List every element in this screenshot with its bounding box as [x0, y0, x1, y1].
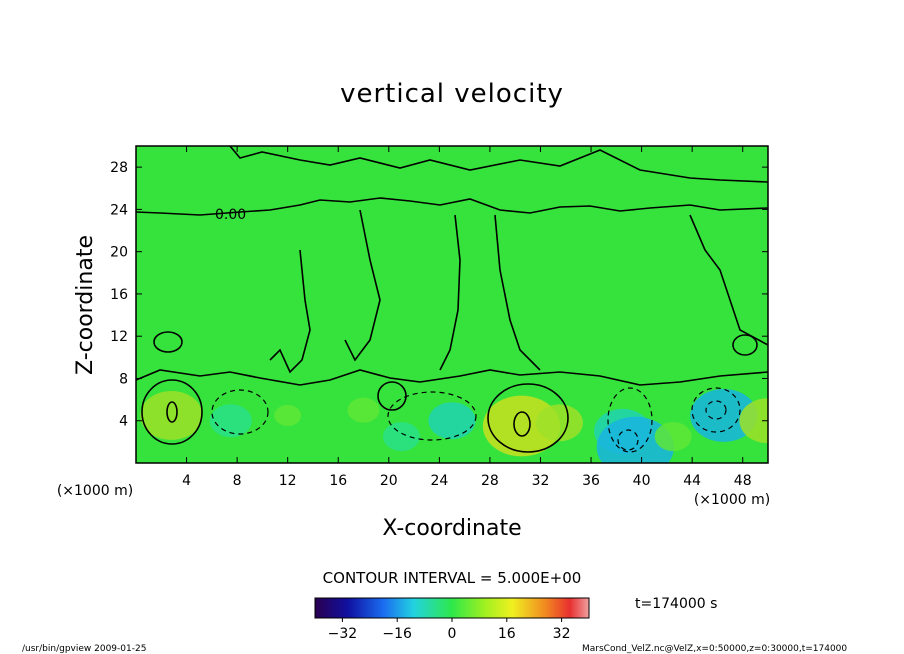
- footer-left: /usr/bin/gpview 2009-01-25: [22, 644, 146, 654]
- x-tick-label: 16: [329, 473, 347, 489]
- contour-zero-low: [136, 369, 768, 386]
- x-tick-label: 40: [633, 473, 651, 489]
- x-axis-label: X-coordinate: [382, 516, 521, 541]
- chart-title: vertical velocity: [340, 79, 564, 109]
- contour-zero-plume-a: [269, 249, 311, 374]
- contour-zero-plume-c: [439, 214, 461, 371]
- colorbar: [314, 597, 590, 619]
- field-feature-4: [382, 422, 420, 452]
- y-tick-label: 16: [110, 287, 128, 303]
- footer-right: MarsCond_VelZ.nc@VelZ,x=0:50000,z=0:3000…: [582, 644, 847, 654]
- x-axis: 4 8 12 16 20 24 28 32 36 40 44 48: [182, 146, 752, 489]
- x-tick-label: 20: [380, 473, 398, 489]
- contour-right-cell: [487, 383, 569, 453]
- x-tick-label: 12: [279, 473, 297, 489]
- colorbar-tick-label: −32: [328, 626, 358, 642]
- x-tick-label: 4: [182, 473, 191, 489]
- contour-neg-b: [387, 391, 477, 441]
- x-tick-label: 32: [532, 473, 550, 489]
- field-feature-2: [274, 404, 302, 427]
- x-tick-label: 8: [233, 473, 242, 489]
- contour-interval-label: CONTOUR INTERVAL = 5.000E+00: [323, 569, 582, 587]
- x-tick-label: 44: [683, 473, 701, 489]
- colorbar-tick-label: 32: [553, 626, 571, 642]
- contour-left-core: [166, 401, 178, 423]
- contour-label: 0.00: [215, 207, 246, 223]
- x-unit-label: (×1000 m): [694, 492, 770, 508]
- plot-field: 0.00: [136, 146, 768, 463]
- colorbar-tick-label: 0: [448, 626, 457, 642]
- field-feature-7: [535, 404, 583, 442]
- contour-far-right-cell: [732, 334, 758, 356]
- y-tick-label: 4: [119, 414, 128, 430]
- field-feature-9: [596, 416, 674, 463]
- contour-neg-f: [705, 400, 727, 420]
- y-tick-label: 20: [110, 245, 128, 261]
- contour-zero-plume-b: [344, 209, 381, 362]
- field-feature-3: [347, 397, 380, 423]
- contour-zero-plume-d: [494, 214, 541, 371]
- field-feature-1: [209, 404, 252, 438]
- y-tick-label: 24: [110, 202, 128, 218]
- x-tick-label: 36: [582, 473, 600, 489]
- field-feature-6: [482, 395, 561, 457]
- colorbar-ticks: −32 −16 0 16 32: [328, 618, 571, 642]
- colorbar-tick-label: 16: [498, 626, 516, 642]
- x-tick-label: 48: [734, 473, 752, 489]
- field-feature-11: [690, 389, 758, 442]
- field-feature-12: [739, 398, 768, 444]
- colorbar-tick-label: −16: [382, 626, 412, 642]
- field-feature-5: [428, 402, 476, 440]
- contour-zero-plume-e: [689, 214, 768, 346]
- contour-small-cell: [153, 331, 183, 353]
- y-unit-label: (×1000 m): [57, 483, 133, 499]
- x-tick-label: 24: [430, 473, 448, 489]
- contour-zero-upper: [136, 197, 768, 216]
- contour-zero-top: [229, 146, 768, 183]
- contour-neg-d: [617, 429, 639, 451]
- contour-neg-c: [607, 387, 653, 453]
- contour-right-core: [513, 411, 531, 437]
- y-axis: 4 8 12 16 20 24 28: [110, 160, 768, 430]
- y-tick-label: 12: [110, 329, 128, 345]
- y-axis-label: Z-coordinate: [73, 235, 98, 375]
- field-feature-10: [654, 422, 692, 452]
- plot-frame: [135, 145, 769, 464]
- y-tick-label: 28: [110, 160, 128, 176]
- x-tick-label: 28: [481, 473, 499, 489]
- contour-left-cell: [141, 379, 203, 445]
- time-label: t=174000 s: [635, 596, 717, 612]
- contour-neg-e: [691, 387, 741, 433]
- y-tick-label: 8: [119, 371, 128, 387]
- field-feature-0: [140, 391, 203, 440]
- contour-neg-a: [211, 389, 269, 435]
